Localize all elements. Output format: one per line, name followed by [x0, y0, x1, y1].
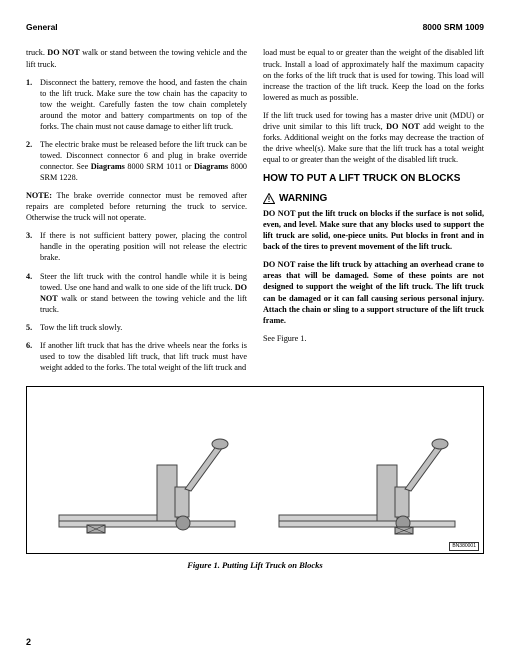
page-number: 2	[26, 636, 31, 648]
warning-p1: DO NOT put the lift truck on blocks if t…	[263, 208, 484, 252]
warning-label: WARNING	[279, 192, 327, 206]
figure-caption: Figure 1. Putting Lift Truck on Blocks	[26, 560, 484, 571]
col2-p1: load must be equal to or greater than th…	[263, 47, 484, 102]
truck-illustration-left	[57, 425, 237, 535]
step-5: 5.Tow the lift truck slowly.	[26, 322, 247, 333]
col2-p2: If the lift truck used for towing has a …	[263, 110, 484, 165]
warning-heading: WARNING	[263, 192, 484, 206]
step-3-text: If there is not sufficient battery power…	[40, 231, 247, 262]
step-1: 1.Disconnect the battery, remove the hoo…	[26, 77, 247, 132]
steps-list-a: 1.Disconnect the battery, remove the hoo…	[26, 77, 247, 184]
header-left: General	[26, 22, 58, 33]
header-right: 8000 SRM 1009	[423, 22, 484, 33]
step-6: 6.If another lift truck that has the dri…	[26, 340, 247, 373]
step-2: 2.The electric brake must be released be…	[26, 139, 247, 183]
step-5-text: Tow the lift truck slowly.	[40, 323, 122, 332]
step-6-text: If another lift truck that has the drive…	[40, 341, 247, 372]
section-heading: HOW TO PUT A LIFT TRUCK ON BLOCKS	[263, 172, 484, 186]
intro-continuation: truck. DO NOT walk or stand between the …	[26, 47, 247, 69]
step-4: 4.Steer the lift truck with the control …	[26, 271, 247, 315]
truck-illustration-right	[277, 425, 457, 535]
left-column: truck. DO NOT walk or stand between the …	[26, 47, 247, 380]
note: NOTE: The brake override connector must …	[26, 190, 247, 223]
steps-list-b: 3.If there is not sufficient battery pow…	[26, 230, 247, 373]
figure-1: BN380001	[26, 386, 484, 554]
step-3: 3.If there is not sufficient battery pow…	[26, 230, 247, 263]
warning-icon	[263, 193, 275, 204]
figure-code: BN380001	[449, 542, 479, 551]
warning-p2: DO NOT raise the lift truck by attaching…	[263, 259, 484, 325]
see-figure: See Figure 1.	[263, 333, 484, 344]
right-column: load must be equal to or greater than th…	[263, 47, 484, 380]
step-1-text: Disconnect the battery, remove the hood,…	[40, 78, 247, 131]
